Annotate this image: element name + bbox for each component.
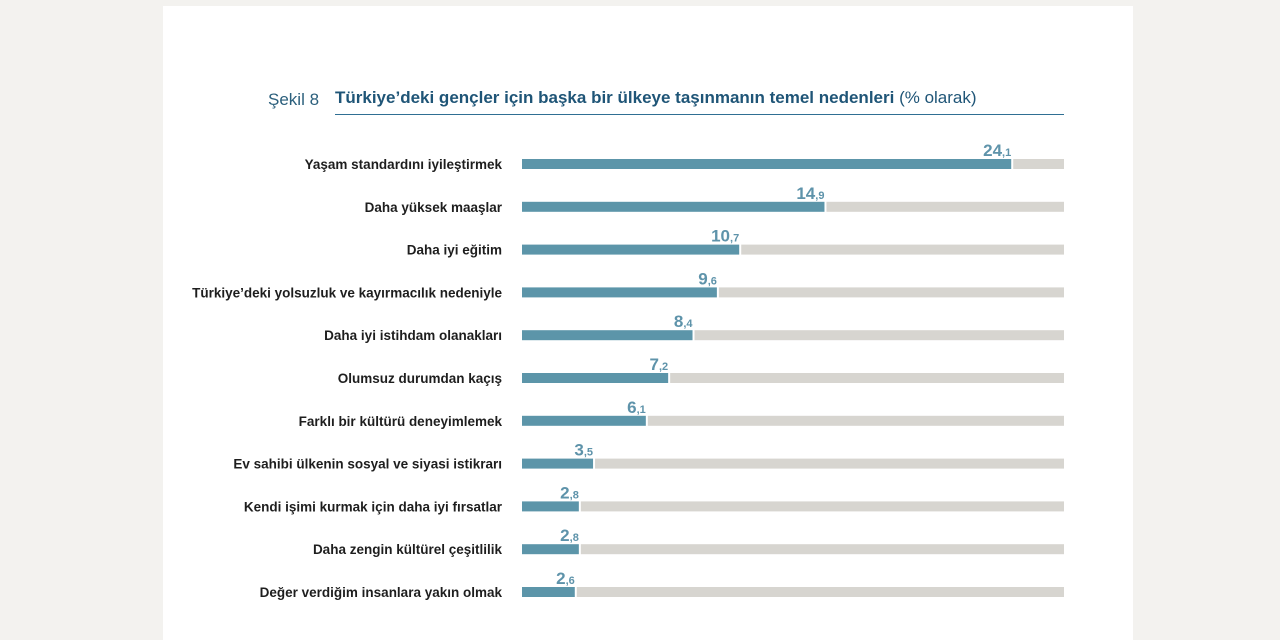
category-label: Daha yüksek maaşlar [365,200,503,215]
figure-header: Şekil 8 Türkiye’deki gençler için başka … [268,88,1064,116]
bar [522,415,646,426]
bar-row: Kendi işimi kurmak için daha iyi fırsatl… [244,483,1064,514]
bar-track [718,287,1064,298]
value-label: 10,7 [711,227,739,246]
figure-label: Şekil 8 [268,90,320,109]
figure-title-text: Türkiye’deki gençler için başka bir ülke… [335,88,895,107]
bar [522,244,740,255]
bar [522,201,825,212]
bar [522,330,693,341]
bar [522,458,594,469]
value-label: 24,1 [983,141,1011,160]
bar [522,544,579,555]
bar-track [694,330,1064,341]
figure-title: Türkiye’deki gençler için başka bir ülke… [335,88,1064,115]
bar-track [595,458,1064,469]
bar-row: Yaşam standardını iyileştirmek 24,1 [305,141,1064,172]
bar-track [1013,159,1064,169]
category-label: Olumsuz durumdan kaçış [338,371,502,386]
bar [522,287,717,298]
value-label: 3,5 [574,441,593,460]
value-label: 2,6 [556,569,575,588]
bar-row: Daha zengin kültürel çeşitlilik 2,8 [313,526,1064,557]
category-label: Farklı bir kültürü deneyimlemek [299,414,503,429]
bar-track [670,373,1064,383]
bar [522,159,1012,169]
bar-row: Değer verdiğim insanlara yakın olmak 2,6 [260,569,1064,600]
bar-track [580,501,1064,512]
bar-row: Türkiye’deki yolsuzluk ve kayırmacılık n… [192,269,1064,300]
bar-row: Farklı bir kültürü deneyimlemek 6,1 [299,398,1064,429]
category-label: Değer verdiğim insanlara yakın olmak [260,585,503,600]
value-label: 9,6 [698,269,717,288]
value-label: 6,1 [627,398,646,417]
bar-row: Ev sahibi ülkenin sosyal ve siyasi istik… [233,441,1064,472]
value-label: 2,8 [560,483,579,502]
category-label: Daha iyi istihdam olanakları [324,328,502,343]
value-label: 8,4 [674,312,694,331]
bar-track [647,415,1064,426]
figure-title-unit: (% olarak) [899,88,977,107]
bar-row: Daha yüksek maaşlar 14,9 [365,184,1064,215]
value-label: 2,8 [560,526,579,545]
bar [522,373,669,383]
value-label: 14,9 [796,184,824,203]
category-label: Kendi işimi kurmak için daha iyi fırsatl… [244,499,503,514]
bar-track [826,201,1064,212]
category-label: Yaşam standardını iyileştirmek [305,157,503,172]
bar-track [741,244,1064,255]
bar-row: Daha iyi istihdam olanakları 8,4 [324,312,1064,343]
category-label: Ev sahibi ülkenin sosyal ve siyasi istik… [233,457,502,472]
value-label: 7,2 [650,355,669,374]
category-label: Daha zengin kültürel çeşitlilik [313,542,503,557]
category-label: Daha iyi eğitim [407,243,502,258]
bar [522,501,579,512]
bar-track [576,587,1064,597]
bar [522,587,575,597]
bar-row: Olumsuz durumdan kaçış 7,2 [338,355,1064,386]
bar-row: Daha iyi eğitim 10,7 [407,227,1064,258]
bar-track [580,544,1064,555]
category-label: Türkiye’deki yolsuzluk ve kayırmacılık n… [192,285,502,300]
document-page [163,6,1133,640]
